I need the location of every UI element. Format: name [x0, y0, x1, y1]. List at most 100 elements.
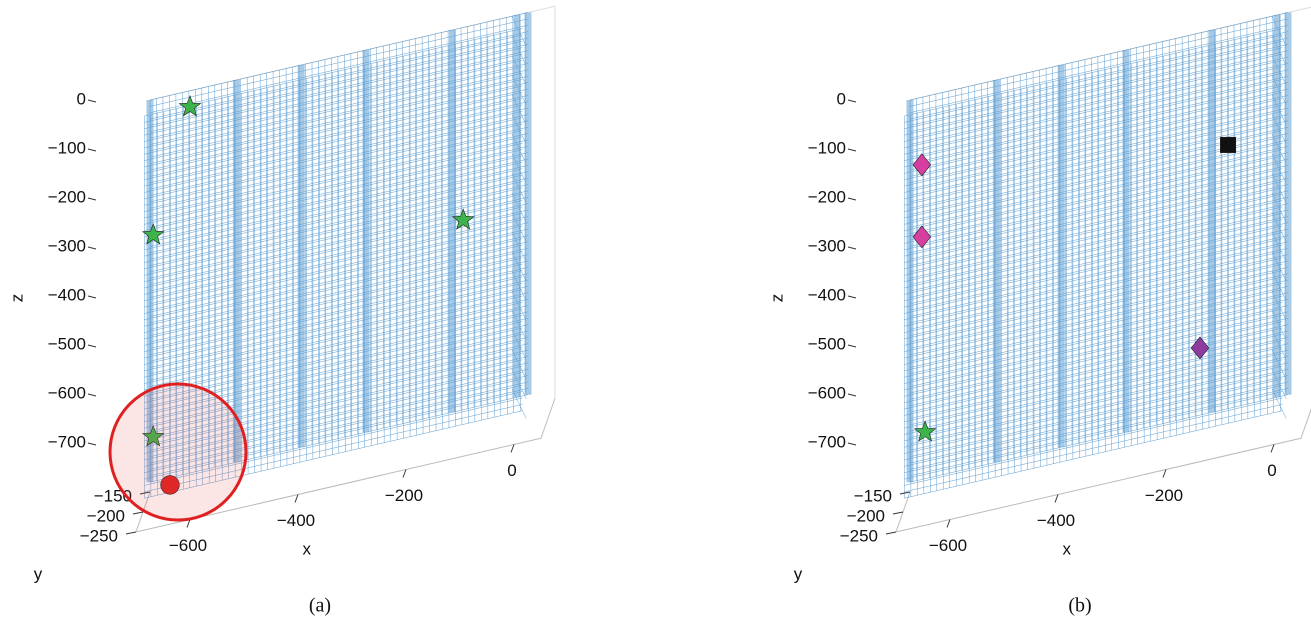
y-tick-label: −200: [847, 506, 885, 525]
cloud-line: [904, 143, 1282, 231]
cloud-line: [904, 296, 1282, 384]
x-tick: [295, 495, 298, 503]
cloud-line: [904, 92, 1282, 180]
cloud-line: [144, 188, 522, 276]
z-tick: [88, 247, 96, 249]
x-tick-label: −600: [929, 536, 967, 555]
data-marker: [1220, 137, 1235, 152]
z-tick: [88, 149, 96, 151]
cloud-line: [904, 302, 1282, 390]
z-tick: [88, 345, 96, 347]
y-tick: [886, 532, 896, 534]
cloud-line: [904, 385, 1282, 473]
cloud-line: [904, 341, 1282, 429]
cloud-line: [904, 194, 1282, 282]
cloud-line: [904, 404, 1282, 492]
y-tick-label: −150: [854, 486, 892, 505]
y-tick: [900, 492, 910, 494]
z-tick-label: −100: [48, 138, 86, 157]
cloud-line: [144, 258, 522, 346]
cloud-line: [904, 150, 1282, 238]
z-tick: [848, 149, 856, 151]
z-tick: [88, 198, 96, 200]
cloud-line: [144, 29, 522, 117]
cloud-line: [144, 277, 522, 365]
cloud-line: [904, 232, 1282, 320]
data-marker: [913, 226, 931, 248]
cloud-line: [144, 245, 522, 332]
z-tick-label: 0: [77, 89, 86, 108]
z-tick: [848, 394, 856, 396]
z-tick: [848, 345, 856, 347]
x-tick-label: 0: [1267, 461, 1276, 480]
cloud-line: [904, 328, 1282, 416]
cloud-line: [144, 296, 522, 384]
cloud-line: [144, 309, 522, 397]
x-tick-label: −200: [1145, 486, 1183, 505]
caption: (a): [309, 595, 331, 617]
cloud-line: [904, 309, 1282, 397]
cloud-line: [904, 271, 1282, 359]
y-tick: [126, 532, 136, 534]
cloud-line: [144, 54, 522, 142]
cloud-line: [144, 124, 522, 212]
box-edge: [541, 398, 555, 438]
cloud-line: [144, 239, 522, 326]
cloud-line: [904, 398, 1282, 486]
cloud-line: [904, 283, 1282, 371]
panel: −600−400−2000−150−200−2500−100−200−300−4…: [7, 6, 555, 616]
z-tick: [88, 443, 96, 445]
cloud-line: [144, 73, 522, 161]
cloud-line: [904, 41, 1282, 129]
cloud-line: [904, 48, 1282, 136]
cloud-line: [904, 35, 1282, 123]
cloud-line: [904, 188, 1282, 276]
x-axis-label: x: [303, 539, 312, 558]
z-tick-label: −500: [808, 334, 846, 353]
cloud-line: [904, 60, 1282, 148]
cloud-line: [904, 347, 1282, 435]
cloud-line: [144, 271, 522, 359]
y-tick-label: −250: [80, 526, 118, 545]
cloud-line: [904, 79, 1282, 167]
x-tick: [1055, 495, 1058, 503]
cloud-line: [904, 392, 1282, 480]
highlight-circle: [110, 384, 246, 520]
cloud-line: [144, 264, 522, 352]
z-tick-label: −400: [808, 285, 846, 304]
cloud-line: [904, 379, 1282, 467]
cloud-line: [904, 360, 1282, 448]
cloud-line: [904, 258, 1282, 346]
cloud-line: [144, 35, 522, 123]
cloud-line: [904, 334, 1282, 422]
cloud-line: [144, 130, 522, 218]
cloud-line: [904, 118, 1282, 205]
cloud-line: [904, 264, 1282, 352]
z-tick: [848, 443, 856, 445]
x-tick-label: −400: [1037, 511, 1075, 530]
z-tick: [88, 296, 96, 298]
z-tick-label: −200: [48, 187, 86, 206]
z-tick: [848, 296, 856, 298]
z-tick-label: −300: [808, 236, 846, 255]
cloud-line: [904, 226, 1282, 314]
cloud-line: [144, 86, 522, 174]
z-tick: [848, 100, 856, 102]
panel: −600−400−2000−150−200−2500−100−200−300−4…: [767, 6, 1311, 616]
cloud-line: [144, 220, 522, 308]
z-tick-label: −700: [48, 432, 86, 451]
cloud-line: [144, 118, 522, 205]
cloud-line: [904, 239, 1282, 326]
cloud-line: [144, 200, 522, 287]
y-axis-label: y: [794, 564, 803, 583]
x-tick: [403, 470, 406, 478]
cloud-line: [144, 251, 522, 339]
z-tick: [88, 100, 96, 102]
z-tick: [88, 394, 96, 396]
cloud-line: [904, 162, 1282, 250]
x-tick: [1271, 445, 1274, 453]
cloud-line: [904, 251, 1282, 339]
x-axis-label: x: [1063, 539, 1072, 558]
cloud-line: [144, 283, 522, 371]
cloud-line: [144, 194, 522, 282]
